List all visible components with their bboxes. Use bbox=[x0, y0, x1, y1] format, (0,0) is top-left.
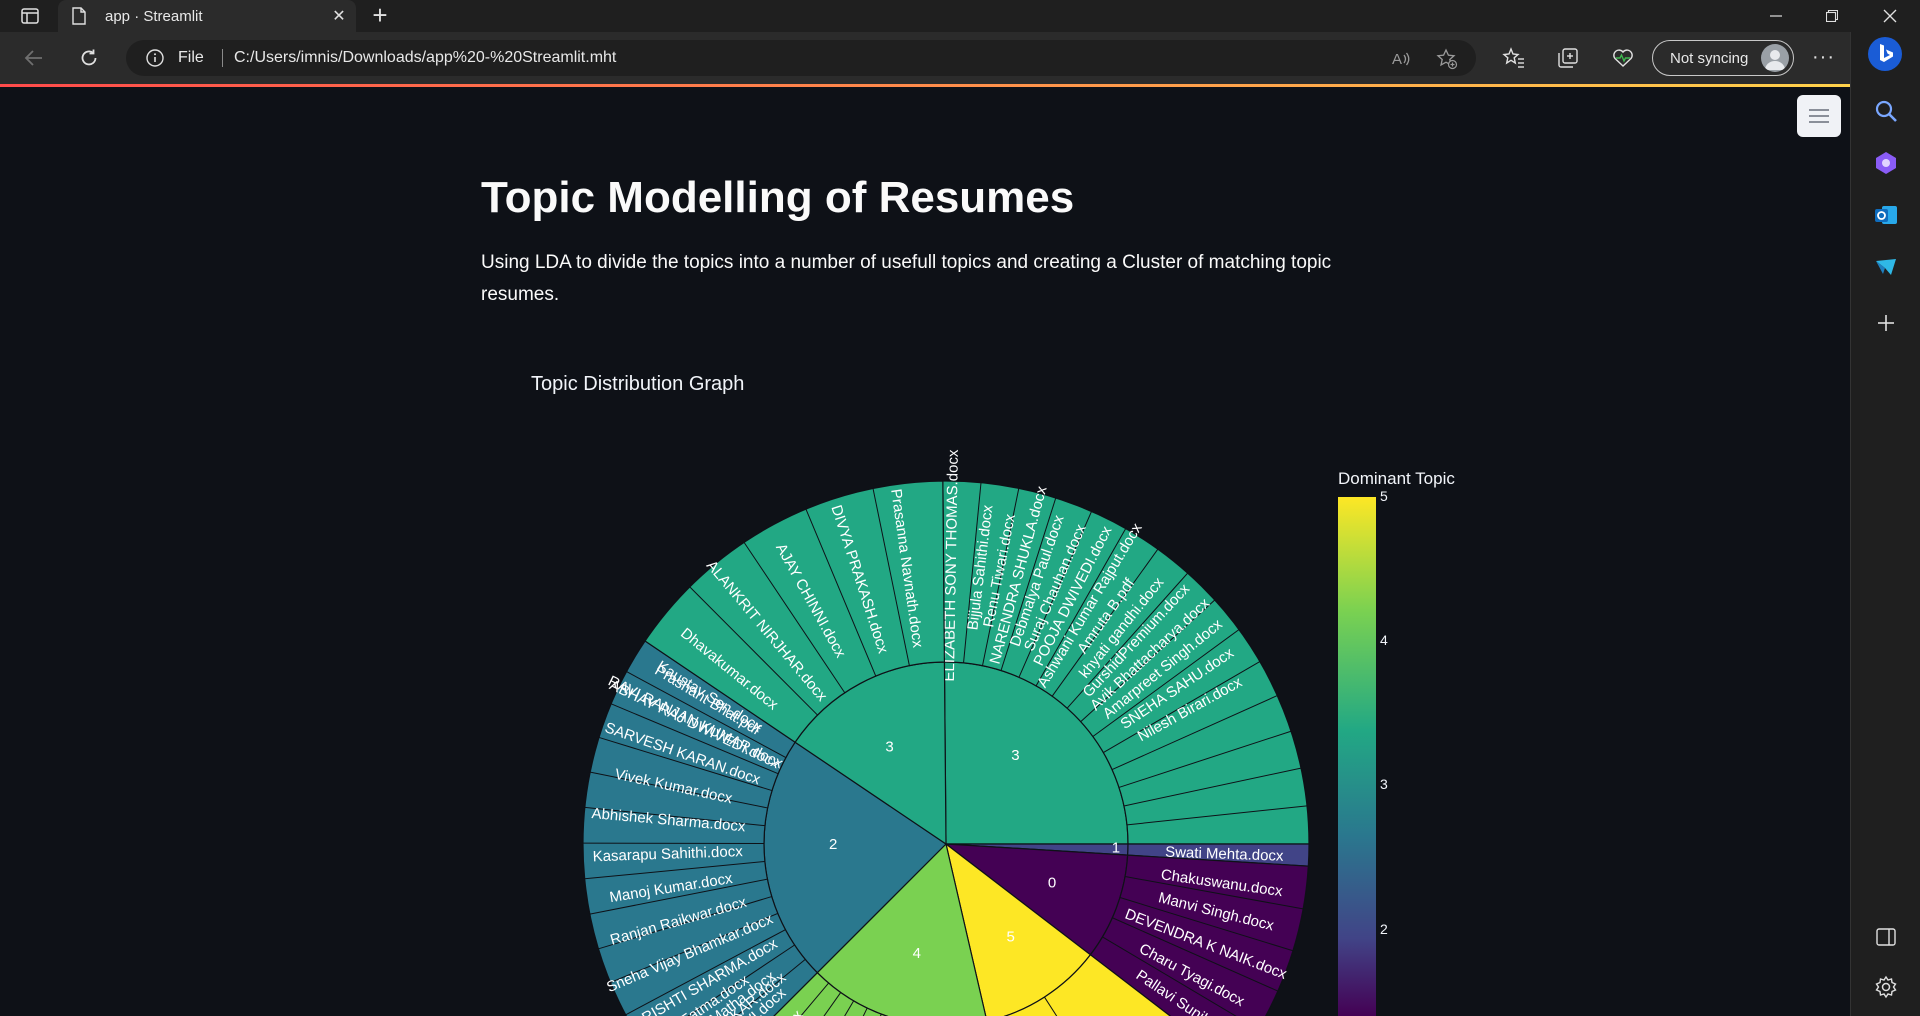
topic-label: 4 bbox=[913, 945, 921, 962]
streamlit-main: Topic Modelling of Resumes Using LDA to … bbox=[0, 87, 1850, 1016]
segment-divider bbox=[800, 982, 829, 1016]
segment-divider bbox=[1123, 767, 1302, 807]
segment-divider bbox=[626, 671, 787, 758]
segment-divider bbox=[1111, 695, 1278, 771]
add-sidebar-app-icon[interactable] bbox=[1873, 310, 1899, 336]
topic-label: 1 bbox=[1112, 839, 1120, 856]
segment-divider bbox=[1035, 528, 1127, 687]
back-icon[interactable] bbox=[18, 42, 50, 74]
segment-divider bbox=[1066, 572, 1189, 709]
segment-divider bbox=[805, 508, 877, 677]
segment-divider bbox=[1051, 548, 1159, 697]
segment-divider bbox=[735, 959, 806, 1016]
colorbar-title: Dominant Topic bbox=[1338, 469, 1455, 488]
tab-app-streamlit[interactable]: app · Streamlit ✕ bbox=[58, 0, 356, 32]
topic-label: 3 bbox=[885, 738, 893, 755]
resume-label: ELIZABETH SONY THOMAS.docx bbox=[941, 449, 962, 682]
browser-essentials-icon[interactable] bbox=[1611, 46, 1635, 70]
segment-divider bbox=[1103, 661, 1261, 753]
segment-divider bbox=[1119, 897, 1294, 952]
address-separator bbox=[222, 49, 223, 67]
page-title: Topic Modelling of Resumes bbox=[481, 173, 1075, 222]
collections-icon[interactable] bbox=[1556, 46, 1580, 70]
segment-divider bbox=[590, 771, 768, 809]
address-url[interactable]: C:/Users/imnis/Downloads/app%20-%20Strea… bbox=[234, 49, 617, 66]
settings-gear-icon[interactable] bbox=[1873, 974, 1899, 1000]
segment-divider bbox=[687, 944, 795, 1016]
topic-label: 0 bbox=[1048, 875, 1056, 892]
sync-label: Not syncing bbox=[1670, 50, 1749, 67]
outlook-icon[interactable] bbox=[1873, 202, 1899, 228]
segment-divider bbox=[1126, 805, 1308, 826]
address-scheme: File bbox=[178, 49, 204, 66]
streamlit-decoration-line bbox=[0, 84, 1850, 87]
browser-tab-bar: app · Streamlit ✕ + bbox=[0, 0, 1920, 32]
address-bar[interactable]: File C:/Users/imnis/Downloads/app%20-%20… bbox=[126, 40, 1476, 76]
topic-label: 5 bbox=[1007, 928, 1015, 945]
colorbar-tick: 3 bbox=[1380, 776, 1388, 792]
colorbar-tick: 2 bbox=[1380, 921, 1388, 937]
topic-label: 3 bbox=[1011, 747, 1019, 764]
colorbar bbox=[1338, 497, 1376, 1016]
avatar bbox=[1761, 44, 1789, 72]
chart-title: Topic Distribution Graph bbox=[531, 373, 745, 395]
resume-ring-segment[interactable] bbox=[644, 480, 946, 744]
search-icon[interactable] bbox=[1873, 98, 1899, 124]
segment-divider bbox=[1092, 629, 1240, 737]
segment-divider bbox=[982, 488, 1020, 666]
browser-toolbar: File C:/Users/imnis/Downloads/app%20-%20… bbox=[0, 32, 1920, 84]
resume-ring-segment[interactable] bbox=[1089, 854, 1309, 1016]
bing-copilot-icon[interactable] bbox=[1867, 36, 1903, 72]
resume-ring-segment[interactable] bbox=[689, 971, 1027, 1016]
page-description: Using LDA to divide the topics into a nu… bbox=[481, 252, 1332, 305]
colorbar-tick: 4 bbox=[1380, 632, 1388, 648]
segment-divider bbox=[872, 488, 910, 666]
favorites-icon[interactable] bbox=[1502, 46, 1526, 70]
topic-label: 2 bbox=[829, 836, 837, 853]
segment-divider bbox=[584, 806, 765, 827]
resume-ring-segment[interactable] bbox=[942, 480, 1310, 845]
hide-sidebar-icon[interactable] bbox=[1873, 924, 1899, 950]
segment-divider bbox=[963, 482, 982, 663]
refresh-icon[interactable] bbox=[73, 42, 105, 74]
segment-divider bbox=[1000, 497, 1057, 671]
segment-divider bbox=[1102, 936, 1237, 1016]
read-aloud-icon[interactable]: A bbox=[1390, 48, 1412, 70]
segment-divider bbox=[610, 912, 778, 983]
edge-sidebar bbox=[1850, 32, 1920, 1016]
segment-divider bbox=[589, 878, 768, 915]
segment-divider bbox=[743, 542, 846, 694]
minimize-icon[interactable] bbox=[1748, 0, 1804, 32]
tab-title: app · Streamlit bbox=[105, 8, 203, 25]
segment-divider bbox=[598, 896, 772, 950]
segment-divider bbox=[1118, 730, 1292, 788]
close-window-icon[interactable] bbox=[1862, 0, 1918, 32]
more-options-icon[interactable]: ··· bbox=[1812, 46, 1835, 68]
segment-divider bbox=[1080, 599, 1216, 723]
restore-icon[interactable] bbox=[1804, 0, 1860, 32]
segment-divider bbox=[598, 736, 773, 792]
sync-status-button[interactable]: Not syncing bbox=[1652, 40, 1794, 76]
streamlit-menu-button[interactable] bbox=[1797, 95, 1841, 137]
copilot-designer-icon[interactable] bbox=[1873, 150, 1899, 176]
add-favorite-icon[interactable] bbox=[1436, 48, 1458, 70]
new-tab-icon[interactable]: + bbox=[372, 0, 388, 30]
segment-divider bbox=[625, 929, 786, 1016]
close-tab-icon[interactable]: ✕ bbox=[332, 8, 346, 25]
tab-actions-icon[interactable] bbox=[12, 0, 48, 32]
page-icon bbox=[72, 7, 86, 30]
segment-divider bbox=[1124, 876, 1304, 910]
segment-divider bbox=[689, 586, 818, 716]
segment-divider bbox=[1112, 917, 1279, 992]
segment-divider bbox=[610, 703, 779, 775]
info-icon[interactable] bbox=[146, 49, 164, 72]
svg-text:A: A bbox=[1392, 51, 1402, 68]
segment-divider bbox=[1018, 511, 1092, 678]
resume-label: Kasarapu Sahithi.docx bbox=[592, 843, 743, 865]
send-drop-icon[interactable] bbox=[1873, 254, 1899, 280]
segment-divider bbox=[584, 860, 765, 880]
colorbar-tick: 5 bbox=[1380, 488, 1388, 504]
